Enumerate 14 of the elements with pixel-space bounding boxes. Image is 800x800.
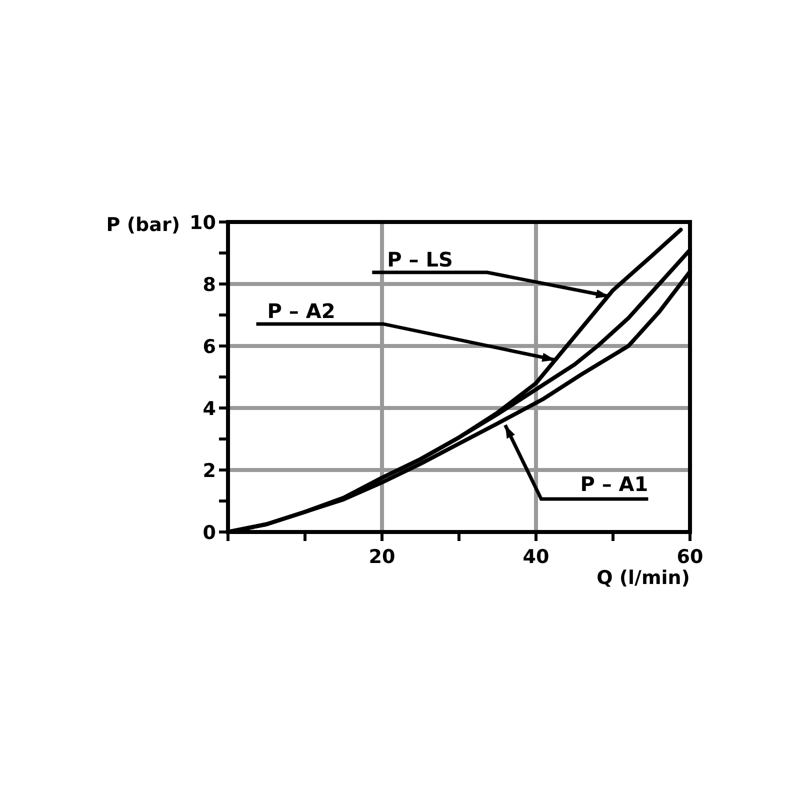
x-tick-label: 40	[522, 546, 550, 568]
y-axis-title: P (bar)	[106, 214, 180, 236]
y-tick-label: 8	[202, 274, 216, 296]
y-tick-label: 10	[190, 212, 216, 234]
y-tick-label: 0	[202, 522, 216, 544]
annotation: P – A1	[580, 472, 648, 496]
x-axis-title: Q (l/min)	[596, 567, 690, 589]
y-tick-label: 6	[202, 336, 216, 358]
annotation: P – LS	[387, 247, 453, 272]
x-tick-label: 60	[676, 546, 704, 568]
x-tick-label: 20	[368, 546, 396, 568]
annotation: P – A2	[267, 298, 336, 323]
y-tick-label: 4	[202, 398, 216, 420]
y-tick-label: 2	[202, 460, 216, 482]
